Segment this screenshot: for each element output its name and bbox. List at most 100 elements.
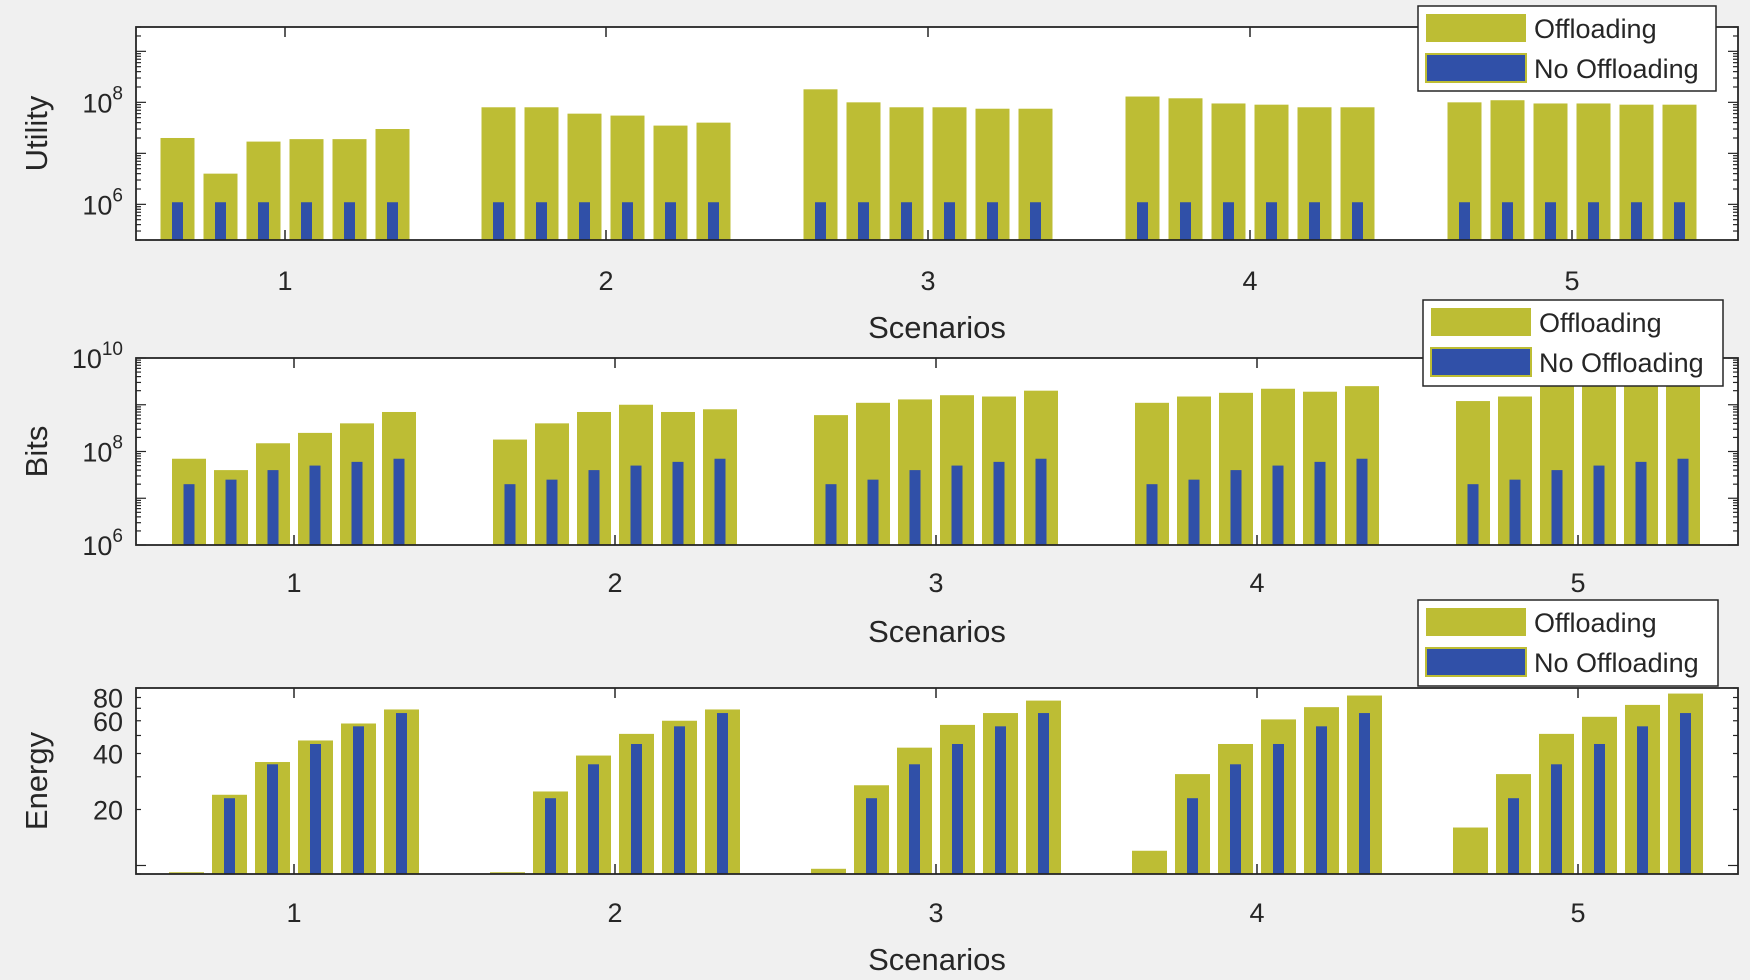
bar-no-offloading (909, 470, 921, 545)
bar-no-offloading (267, 764, 278, 874)
bar-no-offloading (714, 458, 726, 545)
y-tick-label: 106 (82, 526, 123, 561)
bar-no-offloading (1146, 484, 1158, 545)
legend-label-offloading: Offloading (1539, 308, 1662, 338)
bar-no-offloading (901, 202, 912, 240)
y-tick-label: 108 (82, 433, 123, 468)
x-tick-label: 5 (1570, 898, 1585, 928)
legend-swatch-offloading (1426, 14, 1526, 42)
x-tick-label: 5 (1564, 266, 1579, 296)
bar-no-offloading (1551, 764, 1562, 874)
y-tick-label: 1010 (72, 339, 123, 374)
bar-no-offloading (172, 202, 183, 240)
bar-no-offloading (224, 798, 235, 874)
axes-box (135, 687, 1739, 875)
bar-no-offloading (866, 798, 877, 874)
bar-no-offloading (387, 202, 398, 240)
bar-no-offloading (504, 484, 516, 545)
bar-no-offloading (858, 202, 869, 240)
bar-no-offloading (579, 202, 590, 240)
x-tick-label: 2 (607, 568, 622, 598)
bar-no-offloading (1508, 798, 1519, 874)
bar-no-offloading (944, 202, 955, 240)
bar-no-offloading (1352, 202, 1363, 240)
bar-no-offloading (1593, 465, 1605, 545)
bar-no-offloading (215, 202, 226, 240)
legend-label-offloading: Offloading (1534, 14, 1657, 44)
bar-no-offloading (631, 743, 642, 874)
bar-no-offloading (1680, 713, 1691, 874)
bar-no-offloading (1588, 202, 1599, 240)
bar-no-offloading (815, 202, 826, 240)
bar-no-offloading (1635, 461, 1647, 545)
bar-no-offloading (1137, 202, 1148, 240)
bar-no-offloading (1223, 202, 1234, 240)
bar-no-offloading (1594, 743, 1605, 874)
bar-no-offloading (1551, 470, 1563, 545)
legend: Offloading No Offloading (1417, 5, 1717, 92)
x-tick-label: 1 (277, 266, 292, 296)
legend-label-no-offloading: No Offloading (1534, 648, 1699, 678)
y-tick-label: 108 (82, 83, 123, 118)
bar-no-offloading (1035, 458, 1047, 545)
bar-no-offloading (995, 726, 1006, 874)
y-axis-label: Energy (19, 731, 54, 830)
legend-swatch-no-offloading (1430, 347, 1532, 377)
x-tick-label: 4 (1249, 898, 1264, 928)
bar-no-offloading (225, 479, 237, 545)
axes-box (135, 357, 1739, 546)
axes-box (135, 26, 1739, 241)
bar-no-offloading (1674, 202, 1685, 240)
bar-no-offloading (588, 470, 600, 545)
bar-no-offloading (310, 743, 321, 874)
y-tick-label: 106 (82, 185, 123, 220)
bar-no-offloading (1631, 202, 1642, 240)
x-tick-label: 2 (607, 898, 622, 928)
bar-no-offloading (396, 713, 407, 874)
bar-offloading (1132, 850, 1167, 874)
bar-no-offloading (353, 726, 364, 874)
bar-no-offloading (993, 461, 1005, 545)
bar-no-offloading (344, 202, 355, 240)
bar-no-offloading (909, 764, 920, 874)
bar-no-offloading (536, 202, 547, 240)
bar-no-offloading (1509, 479, 1521, 545)
y-tick-label: 60 (93, 707, 123, 737)
bar-no-offloading (622, 202, 633, 240)
legend-swatch-no-offloading (1425, 647, 1527, 677)
bar-no-offloading (867, 479, 879, 545)
legend-label-offloading: Offloading (1534, 608, 1657, 638)
bar-no-offloading (1309, 202, 1320, 240)
x-tick-label: 3 (928, 898, 943, 928)
bar-no-offloading (665, 202, 676, 240)
bar-no-offloading (1637, 726, 1648, 874)
y-tick-label: 40 (93, 740, 123, 770)
chart-panel-bits: 1 2 3 4 5 106 108 1010 Scenarios Bits Offloading No… (19, 299, 1739, 649)
x-axis-label: Scenarios (868, 942, 1006, 977)
bar-no-offloading (1273, 743, 1284, 874)
bar-no-offloading (1359, 713, 1370, 874)
bar-no-offloading (351, 461, 363, 545)
bar-no-offloading (1314, 461, 1326, 545)
x-tick-label: 4 (1242, 266, 1257, 296)
bar-no-offloading (183, 484, 195, 545)
legend: Offloading No Offloading (1417, 599, 1719, 687)
bar-no-offloading (674, 726, 685, 874)
bar-no-offloading (1180, 202, 1191, 240)
bar-no-offloading (952, 743, 963, 874)
y-axis-label: Bits (19, 426, 54, 478)
bar-offloading (1453, 827, 1488, 874)
bar-no-offloading (630, 465, 642, 545)
legend-swatch-offloading (1426, 608, 1526, 636)
bar-no-offloading (1316, 726, 1327, 874)
x-tick-label: 3 (928, 568, 943, 598)
bar-no-offloading (987, 202, 998, 240)
bar-no-offloading (951, 465, 963, 545)
bar-no-offloading (1188, 479, 1200, 545)
bar-no-offloading (1356, 458, 1368, 545)
bar-no-offloading (1677, 458, 1689, 545)
bar-no-offloading (1038, 713, 1049, 874)
y-tick-label: 80 (93, 684, 123, 714)
x-axis-label: Scenarios (868, 614, 1006, 649)
bar-no-offloading (545, 798, 556, 874)
